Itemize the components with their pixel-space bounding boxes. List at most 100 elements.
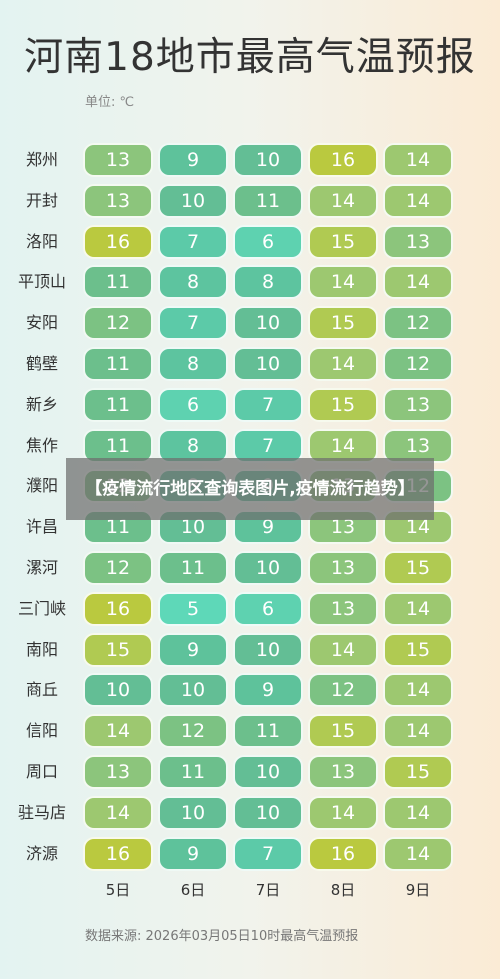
heatmap-cell: 10 xyxy=(233,347,303,381)
row-label: 驻马店 xyxy=(17,802,66,822)
heatmap-cell: 11 xyxy=(233,714,303,749)
row-label: 三门峡 xyxy=(17,598,66,618)
overlay-caption: 【疫情流行地区查询表图片,疫情流行趋势】 xyxy=(66,458,434,520)
heatmap-cell: 16 xyxy=(83,591,153,626)
heatmap-cell: 14 xyxy=(383,836,453,871)
heatmap-cell: 11 xyxy=(83,347,153,381)
heatmap-cell: 15 xyxy=(308,306,378,341)
row-label: 南阳 xyxy=(25,639,58,659)
heatmap-cell: 10 xyxy=(158,673,228,708)
heatmap-cell: 14 xyxy=(308,265,378,300)
chart-title: 河南18地市最高气温预报 xyxy=(24,35,476,80)
heatmap-cell: 8 xyxy=(158,347,228,381)
heatmap-cell: 15 xyxy=(383,632,453,667)
row-label: 洛阳 xyxy=(25,231,58,251)
heatmap-cell: 6 xyxy=(158,387,228,422)
heatmap-cell: 16 xyxy=(83,836,153,871)
heatmap-cell: 9 xyxy=(158,143,228,177)
heatmap-cell: 14 xyxy=(308,632,378,667)
heatmap-cell: 8 xyxy=(233,265,303,300)
heatmap-cell: 10 xyxy=(158,795,228,830)
heatmap-cell: 13 xyxy=(83,143,153,177)
row-label: 济源 xyxy=(25,843,58,863)
heatmap-cell: 14 xyxy=(383,673,453,708)
heatmap-cell: 12 xyxy=(308,673,378,708)
heatmap-cell: 12 xyxy=(83,306,153,341)
heatmap-cell: 16 xyxy=(308,836,378,871)
heatmap-cell: 12 xyxy=(83,551,153,585)
heatmap-cell: 14 xyxy=(83,795,153,830)
row-label: 濮阳 xyxy=(25,476,58,496)
heatmap-cell: 12 xyxy=(383,347,453,381)
heatmap-cell: 7 xyxy=(158,306,228,341)
heatmap-cell: 15 xyxy=(308,387,378,422)
column-label: 9日 xyxy=(405,881,431,899)
heatmap-cell: 6 xyxy=(233,591,303,626)
row-label: 鹤壁 xyxy=(25,354,58,373)
row-label: 焦作 xyxy=(25,435,58,455)
heatmap-cell: 13 xyxy=(83,755,153,789)
row-label: 许昌 xyxy=(25,517,58,537)
heatmap-cell: 7 xyxy=(233,836,303,871)
heatmap-cell: 11 xyxy=(233,183,303,218)
row-label: 平顶山 xyxy=(17,272,66,292)
row-label: 漯河 xyxy=(25,558,58,577)
heatmap-cell: 14 xyxy=(308,795,378,830)
heatmap-cell: 15 xyxy=(383,551,453,585)
column-label: 6日 xyxy=(180,881,206,899)
heatmap-cell: 11 xyxy=(83,387,153,422)
heatmap-cell: 15 xyxy=(308,714,378,749)
heatmap-cell: 12 xyxy=(158,714,228,749)
column-label: 7日 xyxy=(255,881,281,899)
heatmap-cell: 14 xyxy=(383,591,453,626)
heatmap-cell: 7 xyxy=(158,224,228,259)
heatmap-cell: 11 xyxy=(158,551,228,585)
heatmap-cell: 14 xyxy=(383,714,453,749)
heatmap-cell: 14 xyxy=(308,183,378,218)
heatmap-cell: 13 xyxy=(308,755,378,789)
heatmap-cell: 13 xyxy=(308,591,378,626)
heatmap-cell: 14 xyxy=(383,795,453,830)
heatmap-cell: 15 xyxy=(83,632,153,667)
heatmap-cell: 9 xyxy=(233,673,303,708)
heatmap-cell: 14 xyxy=(83,714,153,749)
heatmap-cell: 15 xyxy=(383,755,453,789)
row-label: 新乡 xyxy=(25,394,58,414)
heatmap-cell: 9 xyxy=(158,632,228,667)
heatmap-cell: 7 xyxy=(233,428,303,463)
row-label: 郑州 xyxy=(25,150,58,169)
heatmap-cell: 11 xyxy=(83,428,153,463)
column-label: 8日 xyxy=(330,881,356,899)
heatmap-cell: 10 xyxy=(158,183,228,218)
heatmap-cell: 13 xyxy=(383,224,453,259)
heatmap-cell: 11 xyxy=(83,265,153,300)
heatmap-cell: 10 xyxy=(233,551,303,585)
heatmap-cell: 13 xyxy=(83,183,153,218)
unit-label: 单位: ℃ xyxy=(85,95,135,110)
heatmap-cell: 10 xyxy=(233,306,303,341)
row-label: 周口 xyxy=(25,762,58,781)
row-label: 信阳 xyxy=(25,721,58,741)
heatmap-cell: 16 xyxy=(308,143,378,177)
heatmap-cell: 10 xyxy=(233,755,303,789)
heatmap-cell: 8 xyxy=(158,265,228,300)
heatmap-cell: 14 xyxy=(383,265,453,300)
heatmap-cell: 10 xyxy=(233,632,303,667)
heatmap-cell: 10 xyxy=(233,795,303,830)
row-label: 安阳 xyxy=(25,313,58,333)
heatmap-cell: 14 xyxy=(308,347,378,381)
heatmap-cell: 14 xyxy=(383,143,453,177)
heatmap-cell: 13 xyxy=(383,387,453,422)
heatmap-cell: 15 xyxy=(308,224,378,259)
heatmap-cell: 7 xyxy=(233,387,303,422)
row-label: 开封 xyxy=(25,190,58,210)
heatmap-cell: 13 xyxy=(308,551,378,585)
heatmap-cell: 10 xyxy=(233,143,303,177)
heatmap-cell: 12 xyxy=(383,306,453,341)
column-label: 5日 xyxy=(105,881,131,899)
row-label: 商丘 xyxy=(25,680,58,700)
source-note: 数据来源: 2026年03月05日10时最高气温预报 xyxy=(85,929,359,944)
heatmap-cell: 16 xyxy=(83,224,153,259)
heatmap-cell: 10 xyxy=(83,673,153,708)
heatmap-cell: 9 xyxy=(158,836,228,871)
